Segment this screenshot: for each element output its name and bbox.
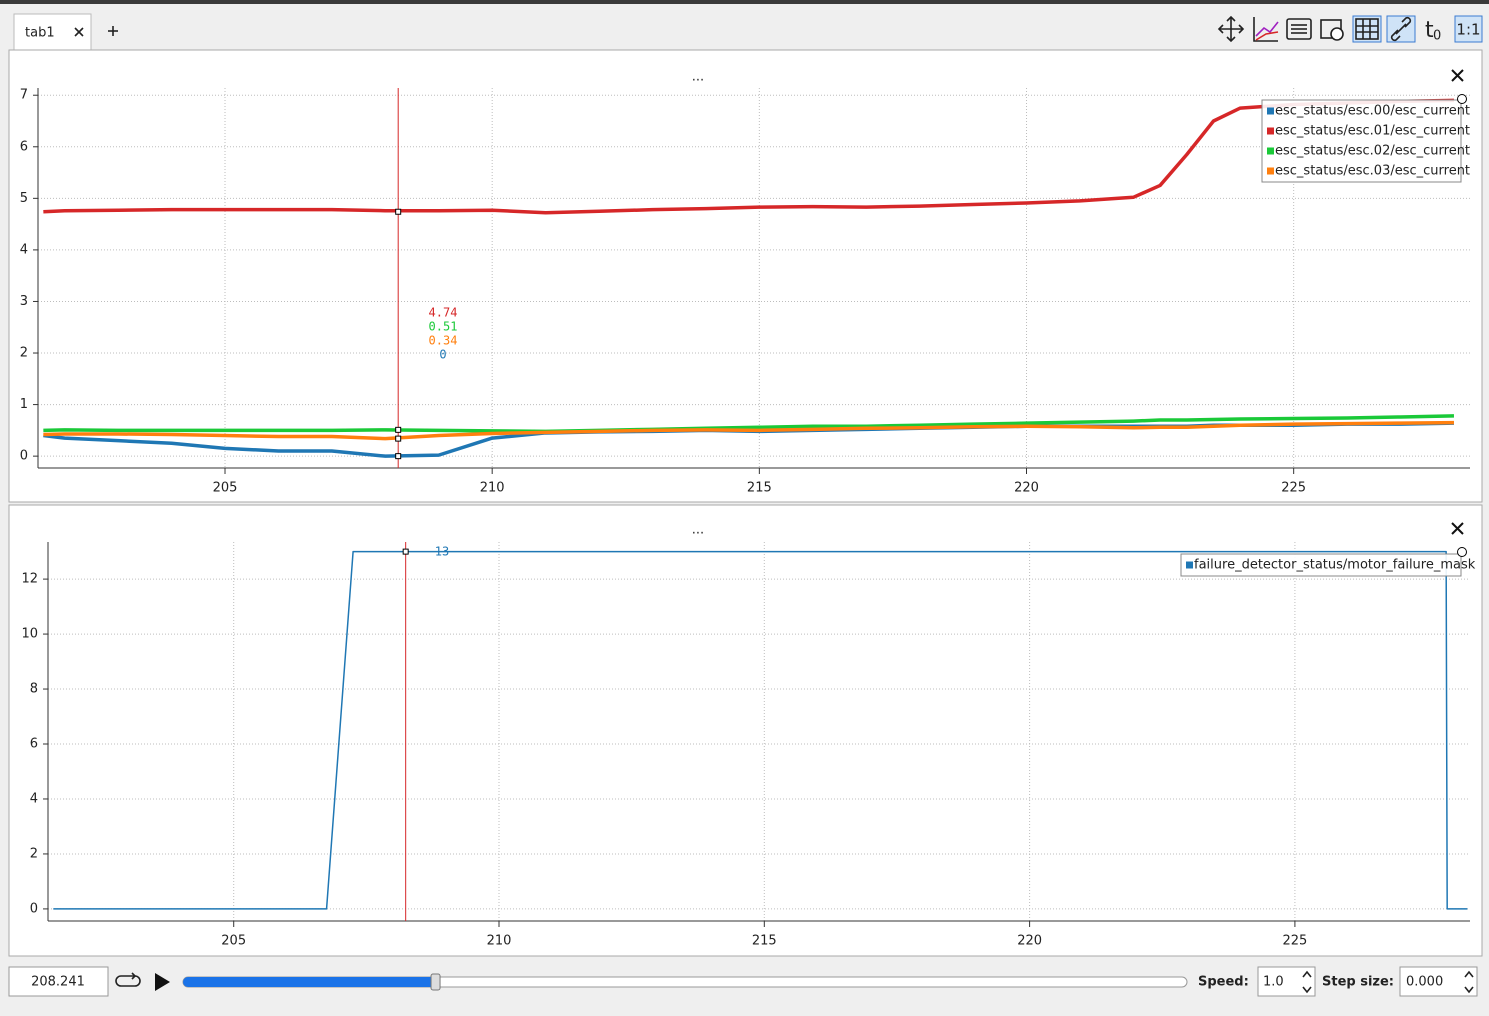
cursor-point: [395, 426, 402, 433]
cursor-value: 0: [439, 348, 446, 362]
cursor-point: [402, 548, 409, 555]
list-icon[interactable]: [1286, 18, 1312, 40]
y-tick-label: 2: [30, 846, 38, 861]
legend-swatch[interactable]: [1267, 167, 1274, 175]
plot-panel: [8, 504, 1483, 957]
grid-icon[interactable]: [1355, 18, 1379, 40]
slider-fill: [183, 977, 436, 987]
move-icon[interactable]: [1217, 15, 1245, 43]
x-tick-label: 205: [213, 481, 238, 496]
legend-label[interactable]: esc_status/esc.00/esc_current: [1275, 104, 1470, 119]
cursor-value: 0.34: [429, 334, 458, 348]
time-value[interactable]: 208.241: [31, 975, 85, 990]
legend-label[interactable]: esc_status/esc.03/esc_current: [1275, 164, 1470, 179]
close-plot[interactable]: [1451, 69, 1464, 82]
series-line: [43, 414, 1455, 434]
legend-swatch[interactable]: [1267, 107, 1274, 115]
tab-close[interactable]: [74, 27, 84, 37]
cursor-point: [395, 453, 402, 460]
step-label: Step size:: [1322, 975, 1394, 990]
window-border: [0, 0, 1489, 4]
ratio-toggle[interactable]: [1454, 15, 1483, 43]
speed-value[interactable]: 1.0: [1263, 975, 1284, 990]
y-tick-label: 4: [30, 791, 38, 806]
plot-icon[interactable]: [1253, 17, 1279, 42]
y-tick-label: 2: [20, 346, 28, 361]
y-tick-label: 7: [20, 88, 28, 103]
add-tab[interactable]: [108, 26, 118, 36]
y-tick-label: 0: [30, 901, 38, 916]
y-tick-label: 6: [30, 737, 38, 752]
legend: [1180, 553, 1462, 577]
time-box[interactable]: [8, 966, 109, 997]
tab-bar: [0, 4, 1489, 50]
legend-label[interactable]: esc_status/esc.02/esc_current: [1275, 144, 1470, 159]
legend-label[interactable]: failure_detector_status/motor_failure_ma…: [1194, 558, 1476, 573]
cursor-value: 0.51: [429, 320, 458, 334]
range-handle: [1457, 94, 1467, 104]
step-spinbox[interactable]: [1399, 966, 1478, 997]
x-tick-label: 215: [747, 481, 772, 496]
y-tick-label: 3: [20, 294, 28, 309]
y-tick-label: 8: [30, 682, 38, 697]
cursor-value: 13: [435, 545, 449, 559]
reset-time-sub[interactable]: 0: [1433, 29, 1441, 44]
x-tick-label: 220: [1014, 481, 1039, 496]
x-tick-label: 210: [480, 481, 505, 496]
legend-swatch[interactable]: [1186, 561, 1193, 569]
link-icon[interactable]: [1390, 16, 1412, 42]
slider-thumb[interactable]: [430, 973, 441, 991]
x-tick-label: 205: [221, 934, 246, 949]
y-tick-label: 1: [20, 397, 28, 412]
step-value[interactable]: 0.000: [1406, 975, 1443, 990]
y-tick-label: 0: [20, 449, 28, 464]
legend: [1261, 99, 1462, 183]
cursor-point: [395, 208, 402, 215]
loop-button[interactable]: [115, 972, 1120, 987]
series-line: [43, 98, 1455, 215]
y-tick-label: 6: [20, 139, 28, 154]
y-tick-label: 4: [20, 242, 28, 257]
spin-arrows[interactable]: [1464, 970, 1474, 994]
legend-swatch[interactable]: [1267, 147, 1274, 155]
range-handle: [1457, 547, 1467, 557]
spin-arrows[interactable]: [1302, 970, 1312, 994]
ratio-label[interactable]: 1:1: [1456, 21, 1480, 39]
series-line: [53, 550, 1468, 910]
plot-title: ...: [692, 70, 704, 85]
x-tick-label: 225: [1282, 934, 1307, 949]
grid-toggle[interactable]: [1352, 15, 1382, 43]
legend-swatch[interactable]: [1267, 127, 1274, 135]
x-tick-label: 225: [1281, 481, 1306, 496]
tab-label[interactable]: tab1: [25, 26, 55, 41]
y-tick-label: 12: [21, 572, 38, 587]
cursor-value: 4.74: [429, 306, 458, 320]
cursor-point: [395, 435, 402, 442]
legend-label[interactable]: esc_status/esc.01/esc_current: [1275, 124, 1470, 139]
play-button[interactable]: [155, 973, 170, 991]
close-plot[interactable]: [1451, 522, 1464, 535]
series-line: [43, 420, 1454, 441]
calendar-icon[interactable]: [1320, 19, 1344, 41]
plot-title: ...: [692, 523, 704, 538]
y-tick-label: 10: [21, 627, 38, 642]
speed-label: Speed:: [1198, 975, 1249, 990]
y-tick-label: 5: [20, 191, 28, 206]
x-tick-label: 210: [487, 934, 512, 949]
x-tick-label: 220: [1017, 934, 1042, 949]
x-tick-label: 215: [752, 934, 777, 949]
reset-time-icon[interactable]: t: [1425, 18, 1434, 43]
